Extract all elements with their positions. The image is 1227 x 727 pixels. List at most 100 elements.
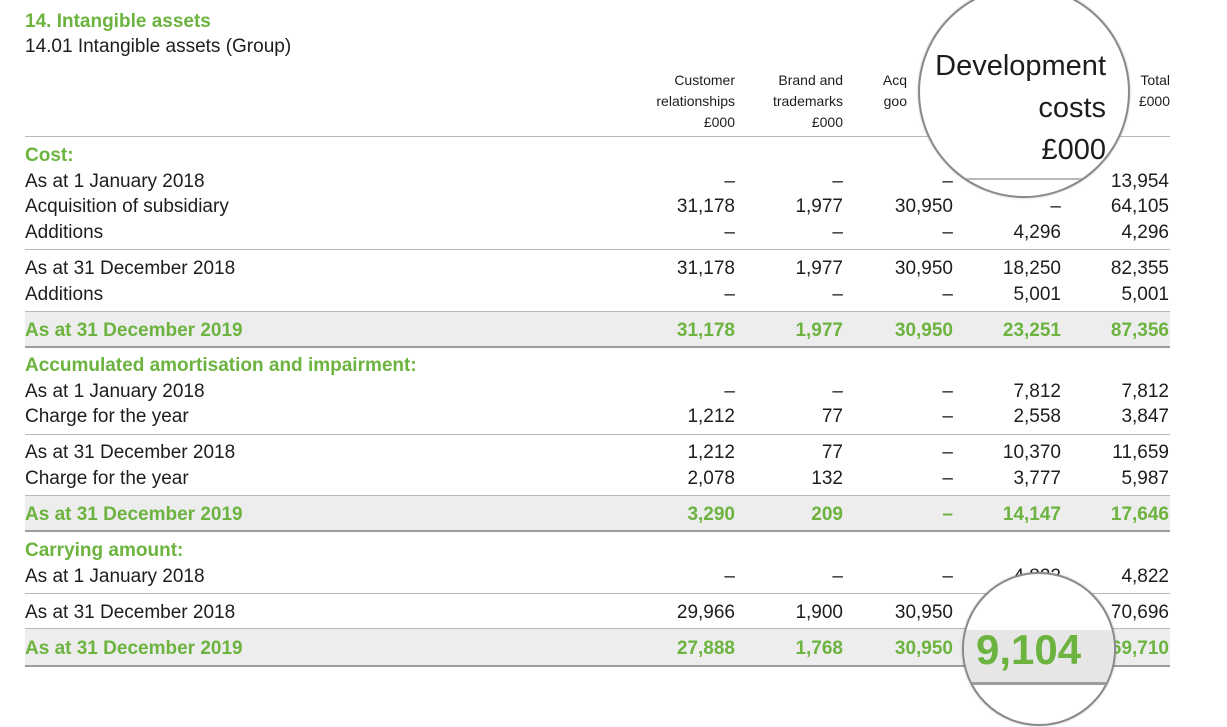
cell-development: 10,370 [1002,442,1061,463]
section-heading-amortisation: Accumulated amortisation and impairment: [25,355,417,376]
total-band [25,312,1170,346]
row-label: As at 31 December 2019 [25,504,243,525]
cell-total: 5,001 [1121,284,1169,305]
row-label: As at 1 January 2018 [25,171,205,192]
table-row: Additions – – – 5,001 5,001 [25,282,1170,307]
cell-brand: – [832,284,843,305]
cell-brand: 77 [821,442,843,463]
row-label: As at 1 January 2018 [25,381,205,402]
cell-customer: 1,212 [687,406,735,427]
section-heading-cost: Cost: [25,145,74,166]
table-row: As at 31 December 2018 1,212 77 – 10,370… [25,440,1170,465]
cell-customer: 31,178 [676,258,735,279]
cell-total: 3,847 [1121,406,1169,427]
total-rule [25,346,1170,348]
cell-total: 87,356 [1110,320,1169,341]
table-row: As at 1 January 2018 – – – 13,954 [25,169,1170,194]
cell-customer: – [724,284,735,305]
table-title: 14.01 Intangible assets (Group) [25,36,292,57]
cell-goodwill: – [942,442,953,463]
table-row: As at 31 December 2018 31,178 1,977 30,9… [25,256,1170,281]
cell-customer: 31,178 [676,320,735,341]
row-rule [25,311,1170,312]
row-rule [25,495,1170,496]
table-row: As at 1 January 2018 – – – 7,812 7,812 [25,379,1170,404]
cell-total: 13,954 [1110,171,1169,192]
cell-goodwill: 30,950 [894,196,953,217]
cell-brand: – [832,222,843,243]
cell-customer: – [724,171,735,192]
table-row-total: As at 31 December 2019 27,888 1,768 30,9… [25,636,1170,661]
row-label: As at 31 December 2019 [25,638,243,659]
column-header-customer-relationships: Customer relationships £000 [656,72,735,130]
section-heading-carrying: Carrying amount: [25,540,184,561]
row-label: Additions [25,284,104,305]
cell-development: 3,777 [1013,468,1061,489]
magnified-header-line2: costs [1038,92,1106,124]
magnified-band [964,630,1114,682]
cell-customer: 2,078 [687,468,735,489]
cell-total: 17,646 [1110,504,1169,525]
cell-goodwill: – [942,284,953,305]
cell-development: 23,251 [1002,320,1061,341]
header-rule [25,136,1170,137]
cell-brand: 1,977 [795,258,843,279]
total-rule [25,665,1170,667]
table-row: As at 31 December 2018 29,966 1,900 30,9… [25,600,1170,625]
cell-total: 4,296 [1121,222,1169,243]
cell-total: 69,710 [1110,638,1169,659]
cell-customer: – [724,222,735,243]
row-label: Charge for the year [25,468,189,489]
cell-development: 18,250 [1002,258,1061,279]
row-rule [25,434,1170,435]
cell-goodwill: – [942,406,953,427]
cell-goodwill: 30,950 [894,320,953,341]
cell-total: 5,987 [1121,468,1169,489]
row-label: Acquisition of subsidiary [25,196,229,217]
cell-goodwill: 30,950 [894,602,953,623]
cell-goodwill: – [942,468,953,489]
magnifier-development-costs-value: 9,104 [962,572,1116,726]
cell-customer: – [724,381,735,402]
section-title: 14. Intangible assets [25,11,211,32]
cell-goodwill: – [942,381,953,402]
row-label: Charge for the year [25,406,189,427]
total-rule [25,530,1170,532]
table-row: Charge for the year 1,212 77 – 2,558 3,8… [25,404,1170,429]
table-row: Additions – – – 4,296 4,296 [25,220,1170,245]
cell-customer: 31,178 [676,196,735,217]
magnifier-development-costs-header: Development costs £000 [918,0,1130,198]
row-label: As at 1 January 2018 [25,566,205,587]
cell-brand: – [832,566,843,587]
column-header-brand-trademarks: Brand and trademarks £000 [772,72,843,130]
cell-brand: 1,900 [795,602,843,623]
cell-total: 82,355 [1110,258,1169,279]
row-label: As at 31 December 2018 [25,258,236,279]
cell-total: 4,822 [1121,566,1169,587]
cell-goodwill: 30,950 [894,638,953,659]
table-row: Acquisition of subsidiary 31,178 1,977 3… [25,194,1170,219]
cell-total: 7,812 [1121,381,1169,402]
cell-brand: – [832,381,843,402]
row-label: As at 31 December 2018 [25,602,236,623]
table-row: Charge for the year 2,078 132 – 3,777 5,… [25,466,1170,491]
cell-total: 11,659 [1112,442,1169,463]
row-rule [25,628,1170,629]
cell-development: 7,812 [1013,381,1061,402]
table-row-total: As at 31 December 2019 31,178 1,977 30,9… [25,318,1170,343]
cell-customer: – [724,566,735,587]
cell-customer: 1,212 [687,442,735,463]
row-label: Additions [25,222,104,243]
table-row-total: As at 31 December 2019 3,290 209 – 14,14… [25,502,1170,527]
cell-development: 4,296 [1013,222,1061,243]
magnified-header-line3: £000 [1041,134,1106,166]
row-label: As at 31 December 2018 [25,442,236,463]
cell-brand: 1,977 [795,320,843,341]
cell-customer: 3,290 [687,504,735,525]
cell-development: 14,147 [1002,504,1061,525]
cell-goodwill: – [942,566,953,587]
row-rule [25,593,1170,594]
cell-goodwill: – [942,504,953,525]
cell-brand: 1,768 [795,638,843,659]
magnified-rule [964,682,1114,685]
